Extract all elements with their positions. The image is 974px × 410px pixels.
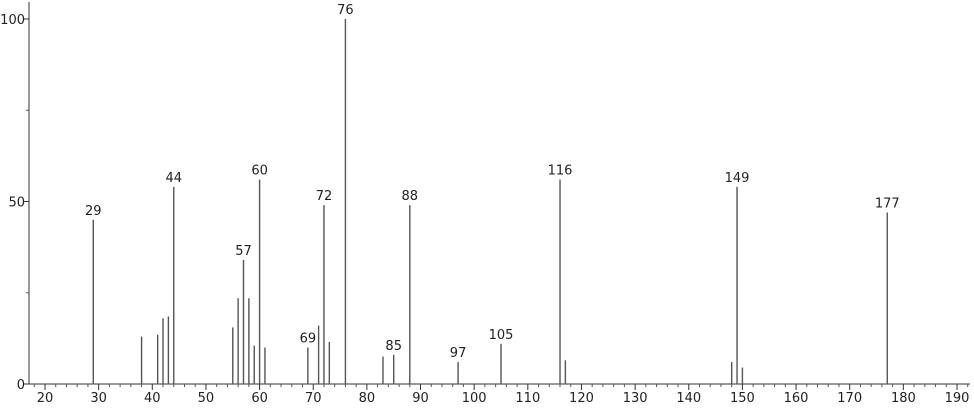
peak-label: 97	[450, 346, 467, 361]
peak-label: 69	[300, 332, 317, 347]
x-tick-label: 110	[515, 391, 540, 406]
x-tick-label: 60	[251, 391, 268, 406]
peak-label: 44	[165, 171, 182, 186]
x-tick-label: 50	[198, 391, 215, 406]
peak-label: 116	[548, 164, 573, 179]
y-tick-label: 50	[8, 196, 25, 211]
x-tick-label: 90	[412, 391, 429, 406]
x-tick-label: 180	[891, 391, 916, 406]
peak-label: 57	[235, 244, 252, 259]
x-tick-label: 30	[90, 391, 107, 406]
peak-label: 76	[337, 3, 354, 18]
x-tick-label: 130	[623, 391, 648, 406]
x-tick-label: 190	[945, 391, 970, 406]
x-tick-label: 40	[144, 391, 161, 406]
x-tick-label: 140	[676, 391, 701, 406]
y-tick-label: 100	[0, 13, 25, 28]
x-tick-label: 80	[359, 391, 376, 406]
x-tick-label: 160	[784, 391, 809, 406]
peak-label: 85	[385, 339, 402, 354]
y-tick-label: 0	[17, 378, 25, 393]
peak-label: 72	[316, 189, 333, 204]
peak-label: 177	[875, 196, 900, 211]
x-tick-label: 150	[730, 391, 755, 406]
peak-label: 60	[251, 164, 268, 179]
x-tick-label: 100	[462, 391, 487, 406]
x-tick-label: 120	[569, 391, 594, 406]
peak-label: 88	[402, 189, 419, 204]
x-tick-label: 20	[37, 391, 54, 406]
x-tick-label: 170	[837, 391, 862, 406]
peak-label: 105	[489, 328, 514, 343]
peak-label: 29	[85, 204, 102, 219]
peak-label: 149	[725, 171, 750, 186]
x-tick-label: 70	[305, 391, 322, 406]
